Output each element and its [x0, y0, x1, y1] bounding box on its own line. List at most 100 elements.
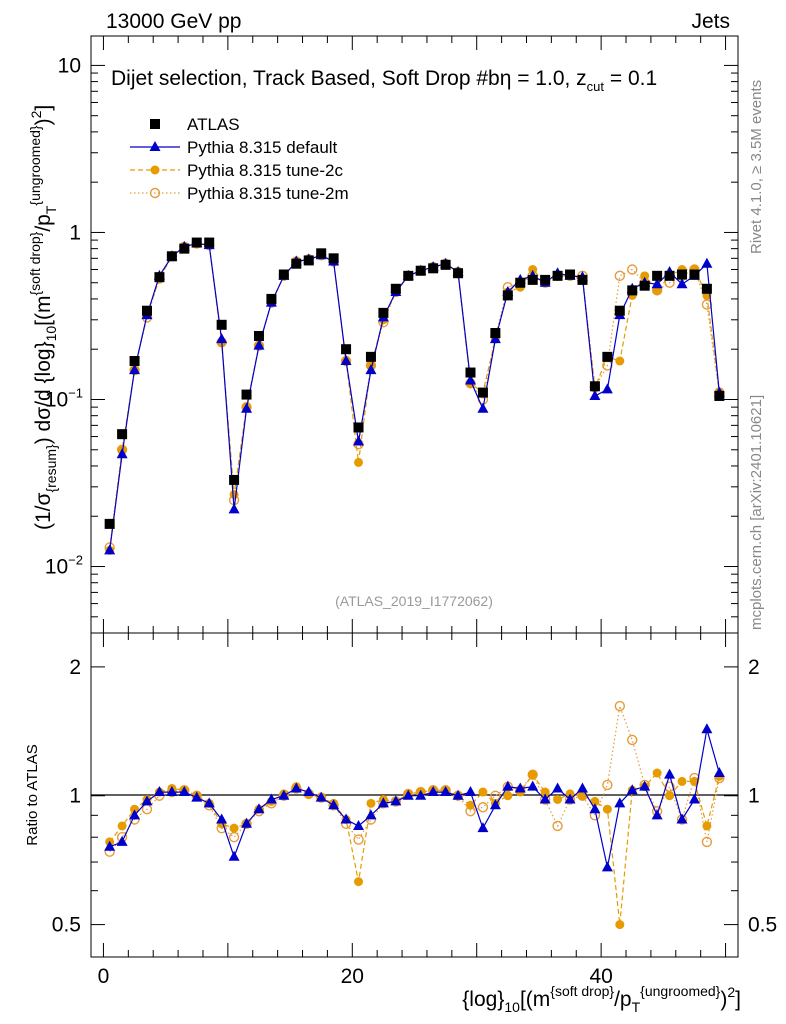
point-atlas	[490, 328, 501, 339]
point-atlas	[216, 319, 227, 330]
point-tune2c	[528, 265, 538, 275]
ratio-point-default	[390, 795, 402, 806]
point-tune2c	[354, 457, 364, 467]
ratio-point-tune2c	[117, 821, 127, 831]
ratio-point-default	[228, 850, 240, 861]
ratio-point-default	[464, 786, 476, 797]
ytick-label: 1	[69, 221, 81, 244]
point-atlas	[378, 307, 389, 318]
ratio-point-default	[104, 840, 116, 851]
ratio-ytick-label-right: 0.5	[748, 914, 777, 937]
ratio-ytick-label-left: 0.5	[52, 914, 81, 937]
point-atlas	[291, 258, 302, 269]
header-left: 13000 GeV pp	[106, 10, 241, 33]
ratio-point-tune2c	[229, 823, 239, 833]
point-atlas	[540, 274, 551, 285]
ytick-label: 10−1	[45, 385, 83, 411]
ratio-xlabel: {log}10[(m{soft drop}/pT{ungroomed})2]	[462, 983, 741, 1015]
point-atlas	[565, 269, 576, 280]
ratio-ytick-label-left: 1	[69, 785, 81, 808]
point-default	[241, 402, 253, 413]
ratio-point-tune2c	[652, 768, 662, 778]
point-atlas	[278, 269, 289, 280]
point-atlas	[415, 265, 426, 276]
ratio-point-default	[241, 817, 253, 828]
ratio-point-default	[576, 782, 588, 793]
point-default	[601, 383, 613, 394]
ratio-point-default	[340, 813, 352, 824]
ratio-axis-ticks	[91, 633, 738, 957]
point-default	[701, 257, 713, 268]
ratio-point-tune2c	[465, 800, 475, 810]
point-default	[489, 333, 501, 344]
point-atlas	[154, 272, 165, 283]
point-default	[477, 402, 489, 413]
point-atlas	[652, 270, 663, 281]
point-atlas	[104, 518, 115, 529]
legend-entry-default: Pythia 8.315 default	[130, 138, 338, 157]
ratio-point-tune2m	[228, 832, 240, 843]
ratio-point-tune2m	[701, 836, 713, 848]
main-ytick-labels: 10−2 10−1 1 10	[45, 54, 83, 578]
ratio-ytick-label-left: 2	[69, 656, 81, 679]
point-atlas	[179, 243, 190, 254]
ratio-point-tune2m	[552, 820, 563, 832]
ratio-point-tune2m	[664, 781, 675, 792]
point-atlas	[365, 351, 376, 362]
point-atlas	[353, 422, 364, 433]
header-right: Jets	[691, 10, 730, 33]
ratio-point-default	[415, 789, 427, 800]
main-ylabel: (1/σ{resum}) dσ/d {log}10[(m{soft drop}/…	[27, 105, 59, 530]
ratio-point-tune2m	[602, 779, 613, 791]
ratio-point-default	[713, 767, 725, 778]
ratio-point-default	[377, 797, 389, 808]
ratio-point-default	[265, 793, 277, 804]
ratio-point-default	[489, 799, 501, 810]
analysis-watermark: (ATLAS_2019_I1772062)	[335, 593, 493, 609]
point-atlas	[602, 351, 613, 362]
ratio-point-tune2m	[614, 700, 625, 712]
ratio-xtick-label: 40	[589, 965, 612, 988]
point-default	[253, 339, 265, 350]
chart-title: Dijet selection, Track Based, Soft Drop …	[111, 67, 657, 94]
point-atlas	[241, 389, 252, 400]
point-atlas	[589, 381, 600, 392]
ratio-tick-labels: 0.5 0.51 12 20 20 40	[52, 656, 777, 988]
ratio-point-default	[514, 782, 526, 793]
legend-entry-tune2m: Pythia 8.315 tune-2m	[130, 184, 349, 203]
ratio-point-default	[527, 780, 539, 791]
ratio-ylabel: Ratio to ATLAS	[24, 744, 41, 845]
ratio-point-default	[141, 795, 153, 806]
point-atlas	[141, 305, 152, 316]
ratio-point-tune2c	[478, 787, 488, 797]
ratio-point-default	[639, 780, 651, 791]
ratio-point-default	[178, 786, 190, 797]
ratio-point-tune2c	[540, 787, 550, 797]
point-atlas	[502, 290, 513, 301]
point-default	[365, 364, 377, 375]
point-atlas	[266, 293, 277, 304]
point-default	[340, 354, 352, 365]
point-default	[651, 278, 663, 289]
ratio-point-tune2c	[354, 877, 364, 887]
point-default	[129, 364, 141, 375]
ratio-point-default	[664, 768, 676, 779]
point-atlas	[714, 390, 725, 401]
ratio-panel: 0.5 0.51 12 20 20 40 Ratio to ATLAS {log}10[(…	[24, 632, 777, 1015]
ratio-point-tune2c	[602, 804, 612, 814]
legend-label-tune2m: Pythia 8.315 tune-2m	[187, 184, 349, 203]
point-atlas	[117, 429, 128, 440]
point-default	[589, 389, 601, 400]
point-atlas	[627, 285, 638, 296]
ratio-point-default	[539, 793, 551, 804]
ratio-point-default	[353, 819, 365, 830]
ratio-point-default	[203, 797, 215, 808]
ratio-point-tune2c	[366, 798, 376, 808]
ratio-point-tune2m	[477, 802, 489, 813]
legend-entry-atlas: ATLAS	[150, 115, 240, 134]
chart-title-tail: = 0.1	[604, 67, 657, 90]
point-atlas	[390, 283, 401, 294]
point-atlas	[316, 248, 327, 259]
ratio-point-default	[166, 786, 178, 797]
